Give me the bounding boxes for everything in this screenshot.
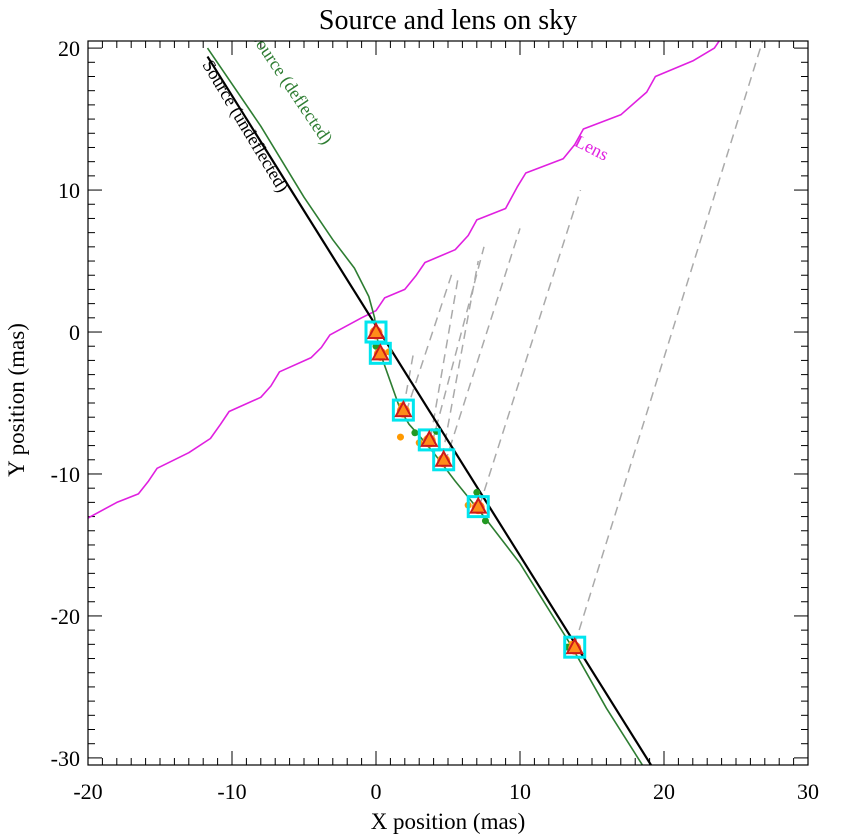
y-tick-label: 20: [58, 36, 80, 61]
connector-line: [431, 246, 485, 443]
connector-line: [478, 189, 582, 506]
chart-title: Source and lens on sky: [319, 5, 577, 36]
curve-label: Lens: [572, 131, 612, 165]
position-triangle: [394, 399, 413, 418]
y-tick-label: -20: [51, 604, 80, 629]
connector-line: [405, 272, 454, 412]
connector-line: [429, 277, 459, 438]
connector-line: [444, 228, 521, 463]
x-tick-label: 20: [653, 779, 675, 804]
plot-area: Source (deflected)Source (undeflected) Le…: [88, 41, 764, 765]
position-triangle: [565, 637, 584, 655]
plot-content: Source (deflected)Source (undeflected) Le…: [88, 41, 764, 765]
position-triangle: [434, 449, 453, 467]
source-deflected-curve: [206, 47, 644, 765]
x-tick-label: -10: [217, 779, 246, 804]
lens-curve: [88, 41, 721, 519]
y-tick-label: 0: [69, 320, 80, 345]
position-triangle: [366, 321, 386, 340]
y-axis-label: Y position (mas): [4, 323, 29, 477]
y-tick-label: 10: [58, 178, 80, 203]
green-dot: [473, 488, 481, 496]
y-tick-label: -10: [51, 462, 80, 487]
x-tick-label: 30: [797, 779, 819, 804]
y-tick-label: -30: [51, 746, 80, 771]
plot-frame: [87, 40, 809, 766]
connector-line: [402, 353, 415, 409]
position-triangle: [371, 343, 390, 361]
x-tick-label: 10: [509, 779, 531, 804]
orange-dot: [396, 433, 404, 441]
connector-line: [441, 260, 479, 458]
x-tick-label: 0: [371, 779, 382, 804]
x-axis-label: X position (mas): [371, 809, 526, 834]
x-tick-label: -20: [73, 779, 102, 804]
position-triangle: [469, 496, 488, 514]
connector-line: [574, 41, 764, 645]
green-dot: [411, 429, 419, 437]
position-triangle: [420, 429, 439, 447]
green-dot: [481, 517, 489, 525]
axis-ticks: -20 -10 0 10 20 30 -30 -20 -10 0 10 20: [51, 36, 819, 804]
